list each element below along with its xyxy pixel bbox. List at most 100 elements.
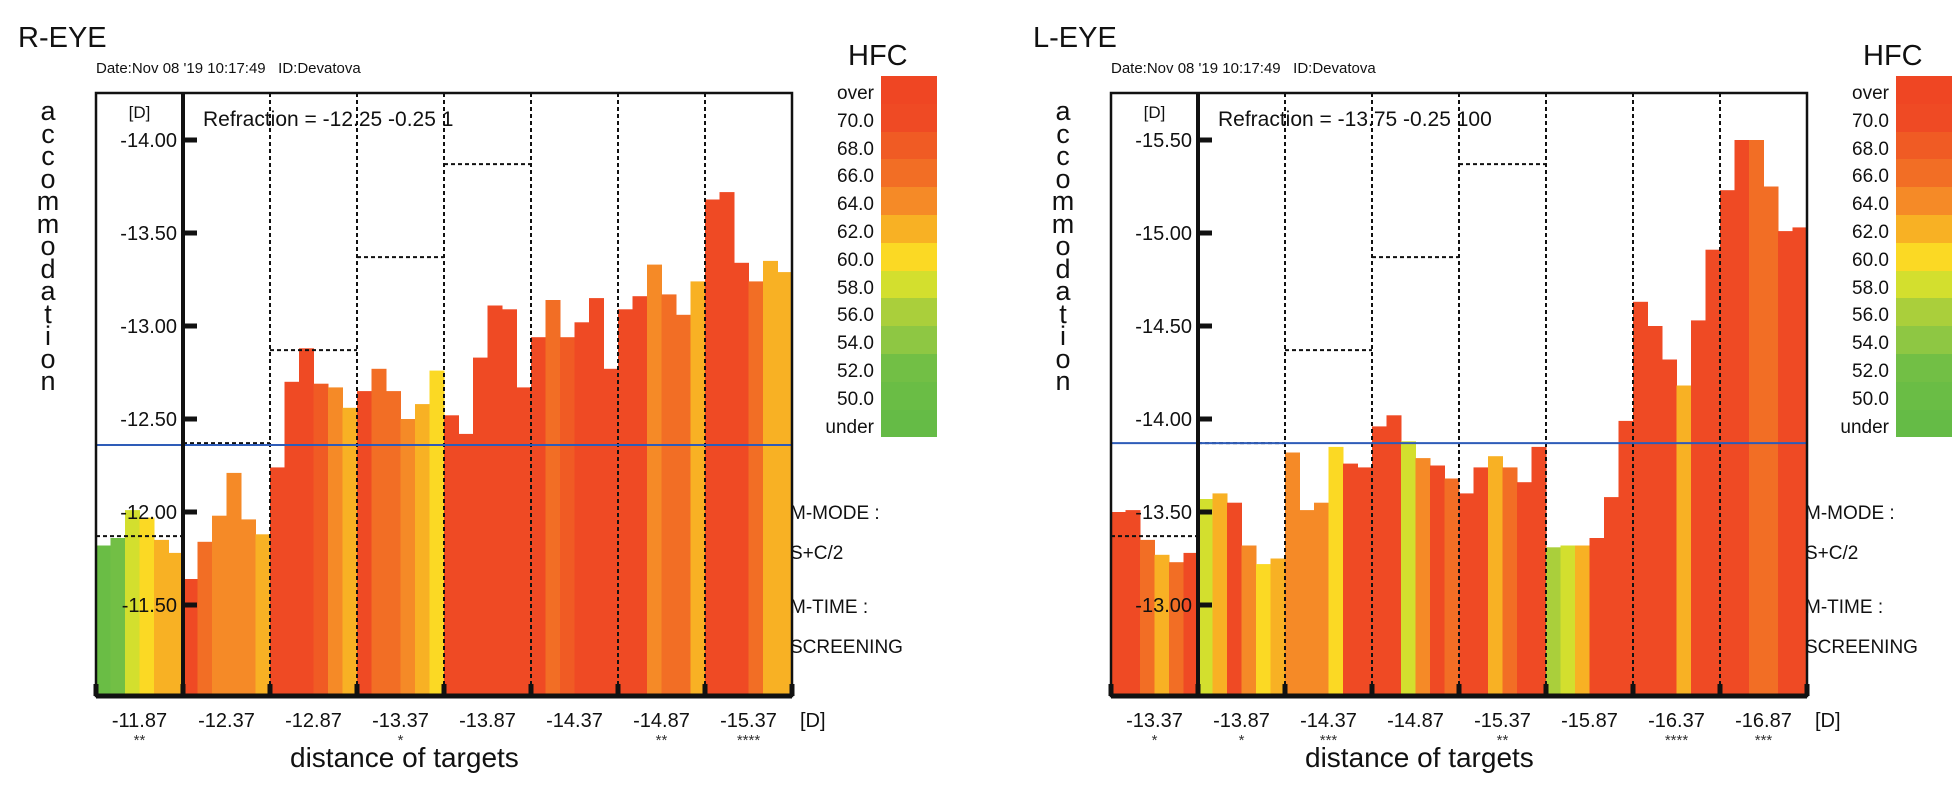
- y-axis-title-letter: o: [1055, 343, 1071, 374]
- legend-swatch: [1896, 187, 1952, 215]
- bar: [603, 368, 619, 696]
- legend-swatch: [1896, 131, 1952, 160]
- significance-stars: ***: [1755, 732, 1773, 749]
- bar: [589, 298, 604, 696]
- x-tick-label: -14.87: [633, 710, 690, 732]
- mmode-value: S+C/2: [790, 543, 844, 564]
- legend-swatch: [881, 298, 937, 327]
- bar: [690, 281, 706, 696]
- legend-label: 60.0: [837, 249, 874, 271]
- legend-label: 50.0: [837, 388, 874, 410]
- bar: [1691, 320, 1706, 696]
- bar: [1633, 301, 1648, 696]
- refraction-text: Refraction = -13.75 -0.25 100: [1218, 108, 1492, 131]
- legend-label: under: [825, 416, 874, 438]
- legend-swatch: [881, 409, 937, 438]
- legend-label: 66.0: [837, 166, 874, 188]
- significance-stars: **: [656, 732, 668, 749]
- bar: [661, 294, 677, 696]
- y-axis-title-letter: n: [40, 366, 56, 396]
- bar: [386, 391, 401, 696]
- legend-title: HFC: [1863, 40, 1923, 72]
- mtime-value: SCREENING: [790, 637, 903, 658]
- y-axis-title-letter: a: [1055, 96, 1071, 126]
- y-axis-title-letter: m: [1051, 208, 1075, 239]
- refraction-text: Refraction = -12.25 -0.25 1: [203, 108, 453, 131]
- bar: [502, 309, 517, 696]
- legend-swatch: [1896, 242, 1952, 271]
- mtime-label: M-TIME :: [1805, 597, 1884, 618]
- bar: [1256, 564, 1271, 696]
- y-axis-title-letter: n: [1055, 366, 1071, 396]
- significance-stars: ****: [1665, 732, 1689, 749]
- bar: [487, 305, 503, 696]
- legend-label: 54.0: [837, 333, 874, 355]
- y-tick-label: -13.00: [1135, 595, 1192, 617]
- y-axis-title-letter: a: [40, 276, 56, 306]
- legend-swatch: [881, 326, 937, 354]
- bar: [763, 260, 778, 696]
- y-axis-title-letter: m: [1051, 186, 1075, 216]
- bar: [1444, 478, 1460, 696]
- x-tick-label: -13.87: [1213, 710, 1270, 732]
- y-tick-label: -14.00: [120, 130, 177, 152]
- legend-swatch: [881, 103, 937, 132]
- legend-color-scale: [881, 76, 937, 438]
- mmode-label: M-MODE :: [1805, 503, 1895, 524]
- legend-label: 52.0: [1852, 360, 1889, 382]
- bar: [1125, 510, 1141, 696]
- bar: [255, 534, 271, 696]
- measurement-meta: Date:Nov 08 '19 10:17:49 ID:Devatova: [96, 60, 361, 77]
- legend-label: 60.0: [1852, 249, 1889, 271]
- bar: [1415, 458, 1431, 696]
- legend-label: 56.0: [1852, 305, 1889, 327]
- y-axis-title-letter: d: [1055, 253, 1071, 284]
- y-axis-title-letter: o: [1055, 231, 1071, 261]
- legend-swatch: [881, 353, 937, 382]
- legend-swatch: [1896, 353, 1952, 382]
- bar: [1502, 467, 1518, 696]
- bar: [400, 419, 416, 696]
- bar: [168, 552, 184, 696]
- y-axis-title-letter: o: [40, 231, 56, 261]
- bar: [371, 368, 387, 696]
- bar: [154, 539, 169, 696]
- y-axis-title-letter: a: [1055, 276, 1071, 306]
- y-tick-label: -12.00: [120, 502, 177, 524]
- bar: [1154, 554, 1170, 696]
- legend-swatch: [1896, 270, 1952, 299]
- y-axis-title-letter: i: [1060, 321, 1066, 351]
- bar: [1575, 545, 1590, 696]
- y-axis-title-letter: d: [40, 253, 56, 284]
- bar: [632, 296, 648, 696]
- mtime-label: M-TIME :: [790, 597, 869, 618]
- significance-stars: *: [1152, 732, 1158, 749]
- legend-swatch: [881, 159, 937, 188]
- legend-label: 68.0: [837, 138, 874, 160]
- significance-stars: ****: [737, 732, 761, 749]
- bar: [1198, 499, 1213, 696]
- bar: [748, 281, 764, 696]
- x-tick-label: -13.87: [459, 710, 516, 732]
- bar: [342, 407, 358, 696]
- bar: [212, 515, 227, 696]
- y-unit-label: [D]: [1144, 103, 1166, 122]
- bar: [1328, 446, 1344, 696]
- id-label: ID:Devatova: [278, 60, 361, 77]
- legend-label: over: [1852, 83, 1889, 104]
- y-axis-title-letter: c: [41, 118, 55, 149]
- legend-label: 54.0: [1852, 333, 1889, 355]
- legend-label: 64.0: [1852, 194, 1889, 216]
- x-unit-label: [D]: [1815, 710, 1841, 732]
- legend-label: under: [1840, 416, 1889, 438]
- y-axis-title-letter: o: [40, 343, 56, 374]
- bar: [1676, 385, 1692, 696]
- x-tick-label: -16.87: [1735, 710, 1792, 732]
- bar: [1372, 426, 1387, 696]
- bar: [1270, 558, 1286, 696]
- bar: [676, 314, 691, 696]
- legend-label: 68.0: [1852, 138, 1889, 160]
- bar: [1183, 552, 1199, 696]
- bar: [1546, 547, 1561, 696]
